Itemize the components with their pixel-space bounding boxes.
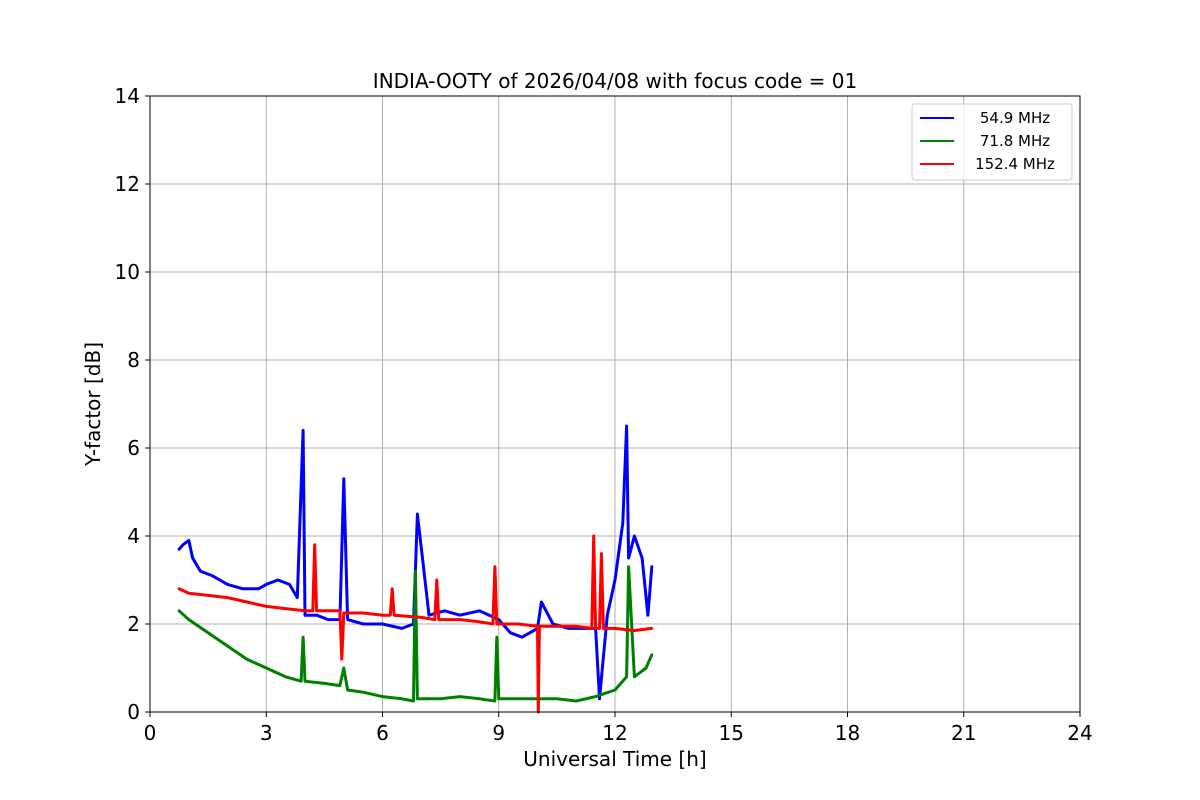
y-axis-label: Y-factor [dB] <box>81 342 105 467</box>
y-tick-label: 6 <box>127 436 140 460</box>
chart-title: INDIA-OOTY of 2026/04/08 with focus code… <box>373 69 857 93</box>
y-tick-label: 10 <box>115 260 140 284</box>
legend-label-1: 54.9 MHz <box>980 109 1050 127</box>
y-tick-label: 8 <box>127 348 140 372</box>
y-tick-label: 0 <box>127 700 140 724</box>
legend: 54.9 MHz 71.8 MHz 152.4 MHz <box>911 103 1073 181</box>
x-tick-label: 9 <box>492 721 505 745</box>
x-axis-label: Universal Time [h] <box>523 747 706 771</box>
y-tick-label: 4 <box>127 524 140 548</box>
x-tick-label: 12 <box>602 721 627 745</box>
x-tick-label: 6 <box>376 721 389 745</box>
y-tick-label: 2 <box>127 612 140 636</box>
x-tick-label: 15 <box>719 721 744 745</box>
x-tick-label: 24 <box>1067 721 1092 745</box>
y-tick-label: 14 <box>115 84 140 108</box>
x-tick-label: 21 <box>951 721 976 745</box>
y-tick-label: 12 <box>115 172 140 196</box>
legend-box <box>911 103 1073 181</box>
x-tick-label: 0 <box>144 721 157 745</box>
series-layer <box>177 424 654 714</box>
series-line-3 <box>177 534 654 714</box>
legend-label-2: 71.8 MHz <box>980 132 1050 150</box>
series-line-2 <box>177 565 654 703</box>
x-tick-label: 18 <box>835 721 860 745</box>
x-tick-label: 3 <box>260 721 273 745</box>
legend-label-3: 152.4 MHz <box>975 155 1055 173</box>
